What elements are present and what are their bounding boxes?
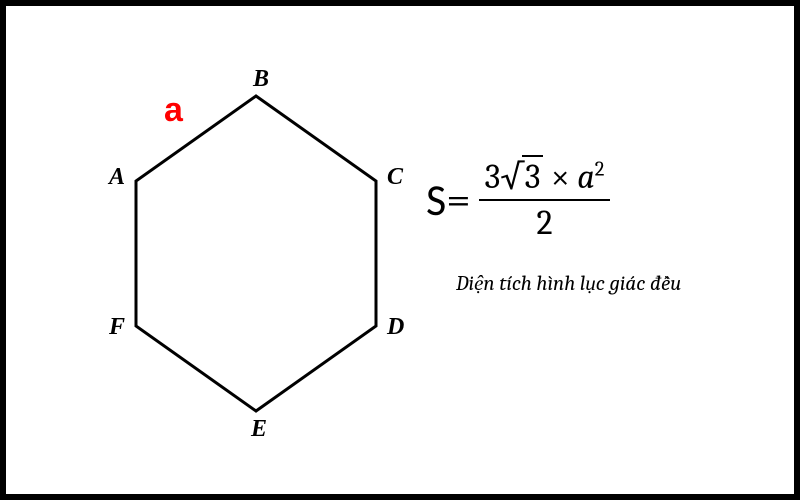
hexagon-shape (136, 96, 376, 411)
vertex-label-a: A (109, 164, 125, 191)
sqrt-symbol: √3 (500, 156, 543, 197)
vertex-label-e: E (251, 416, 267, 443)
formula-fraction: 3√3 × a2 2 (479, 156, 611, 243)
formula-block: S = 3√3 × a2 2 Diện tích hình lục giác đ… (426, 156, 786, 296)
formula-equals: = (446, 174, 470, 225)
numerator-coef: 3 (485, 157, 501, 197)
formula-caption: Diện tích hình lục giác đều (456, 271, 786, 296)
vertex-label-c: C (387, 164, 403, 191)
formula-var: a (577, 157, 595, 197)
radicand: 3 (522, 155, 544, 197)
vertex-label-d: D (387, 314, 404, 341)
formula-exp: 2 (595, 159, 605, 182)
formula-numerator: 3√3 × a2 (479, 156, 611, 199)
formula-lhs: S (426, 173, 446, 227)
formula-denominator: 2 (479, 199, 611, 243)
hexagon-svg (46, 36, 426, 466)
vertex-label-b: B (253, 66, 269, 93)
vertex-label-f: F (109, 314, 125, 341)
side-length-label: a (164, 91, 183, 130)
hexagon-diagram: B C D E F A a (46, 36, 406, 466)
times-symbol: × (543, 157, 577, 197)
area-formula: S = 3√3 × a2 2 (426, 156, 786, 243)
